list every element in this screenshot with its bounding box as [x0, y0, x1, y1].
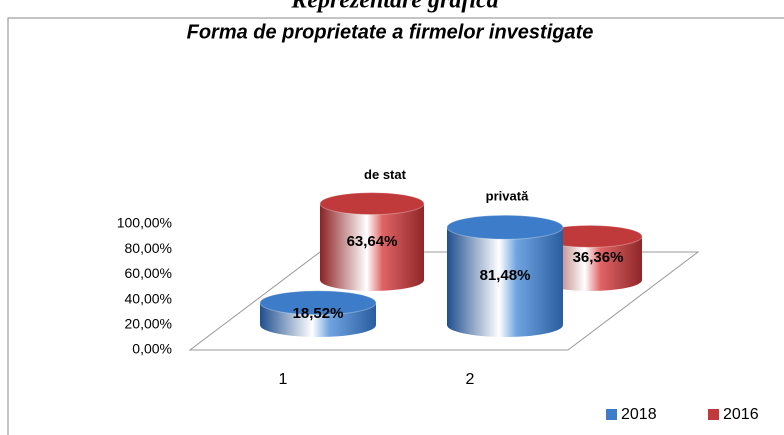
cylinder-top	[319, 192, 425, 216]
cylinder-top	[446, 214, 564, 240]
x-tick-label: 2	[466, 371, 475, 388]
cylinder-body	[447, 227, 563, 325]
y-tick-label: 40,00%	[125, 290, 172, 306]
annotation: de stat	[364, 167, 407, 182]
cylinder	[319, 192, 425, 291]
y-tick-label: 0,00%	[132, 341, 172, 357]
cylinder-body	[320, 203, 424, 280]
chart-frame	[7, 17, 784, 435]
value-label: 18,52%	[293, 305, 344, 322]
cylinder-top	[259, 290, 377, 316]
legend-label: 2016	[723, 406, 759, 423]
y-tick-label: 100,00%	[117, 215, 172, 231]
cylinder	[259, 290, 377, 337]
annotation: privată	[486, 189, 529, 204]
legend-label: 2018	[621, 406, 657, 423]
cylinder	[446, 214, 564, 337]
legend-swatch	[708, 409, 719, 420]
value-label: 63,64%	[347, 233, 398, 250]
y-tick-label: 20,00%	[125, 316, 172, 332]
page-heading: Reprezentare grafică	[290, 0, 498, 14]
y-tick-label: 60,00%	[125, 265, 172, 281]
y-tick-label: 80,00%	[125, 240, 172, 256]
legend-swatch	[606, 409, 617, 420]
chart-title: Forma de proprietate a firmelor investig…	[187, 21, 594, 43]
value-label: 81,48%	[480, 267, 531, 284]
floor	[188, 251, 700, 351]
x-tick-label: 1	[279, 371, 288, 388]
value-label: 36,36%	[573, 249, 624, 266]
